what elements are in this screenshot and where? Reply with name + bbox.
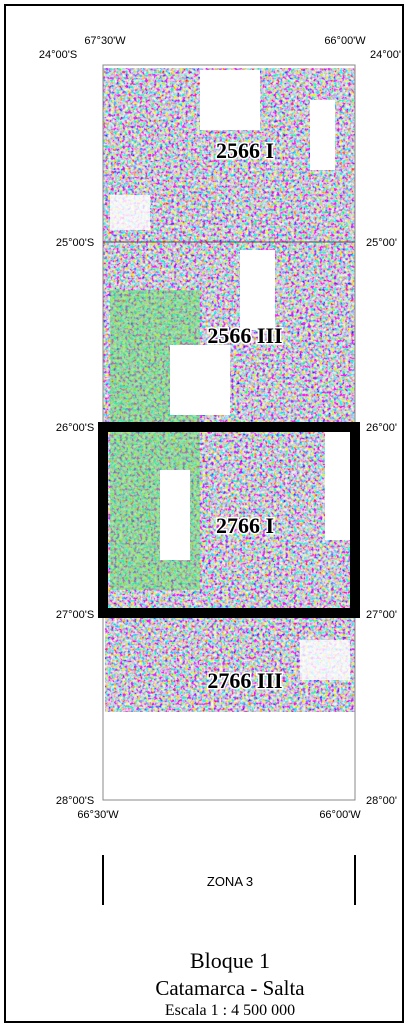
coord-label: 66°00'W [319, 809, 361, 821]
sheet-label: 2566 III [207, 323, 282, 348]
sheet-label: 2566 I [216, 138, 274, 163]
coord-label: 28°00' [366, 795, 397, 807]
coord-label: 27°00' [366, 609, 397, 621]
sheet-label: 2766 I [216, 513, 274, 538]
coord-label: 66°30'W [77, 809, 119, 821]
coord-label: 25°00' [366, 237, 397, 249]
sheet-label: 2766 III [207, 668, 282, 693]
title: Bloque 1 [190, 948, 270, 973]
coord-label: 26°00'S [56, 422, 94, 434]
highlight-box [98, 422, 360, 618]
coord-label: 28°00'S [56, 795, 94, 807]
coord-label: 24°00'S [39, 49, 77, 61]
coord-label: 27°00'S [56, 609, 94, 621]
region: Catamarca - Salta [155, 976, 305, 1000]
scale: Escala 1 : 4 500 000 [165, 1002, 295, 1019]
imagery [103, 68, 355, 712]
coord-label: 67°30'W [84, 35, 126, 47]
zone-label: ZONA 3 [207, 874, 253, 889]
coord-label: 24°00' [370, 49, 401, 61]
coord-label: 66°00'W [324, 35, 366, 47]
coord-label: 25°00'S [56, 237, 94, 249]
coord-label: 26°00' [366, 422, 397, 434]
